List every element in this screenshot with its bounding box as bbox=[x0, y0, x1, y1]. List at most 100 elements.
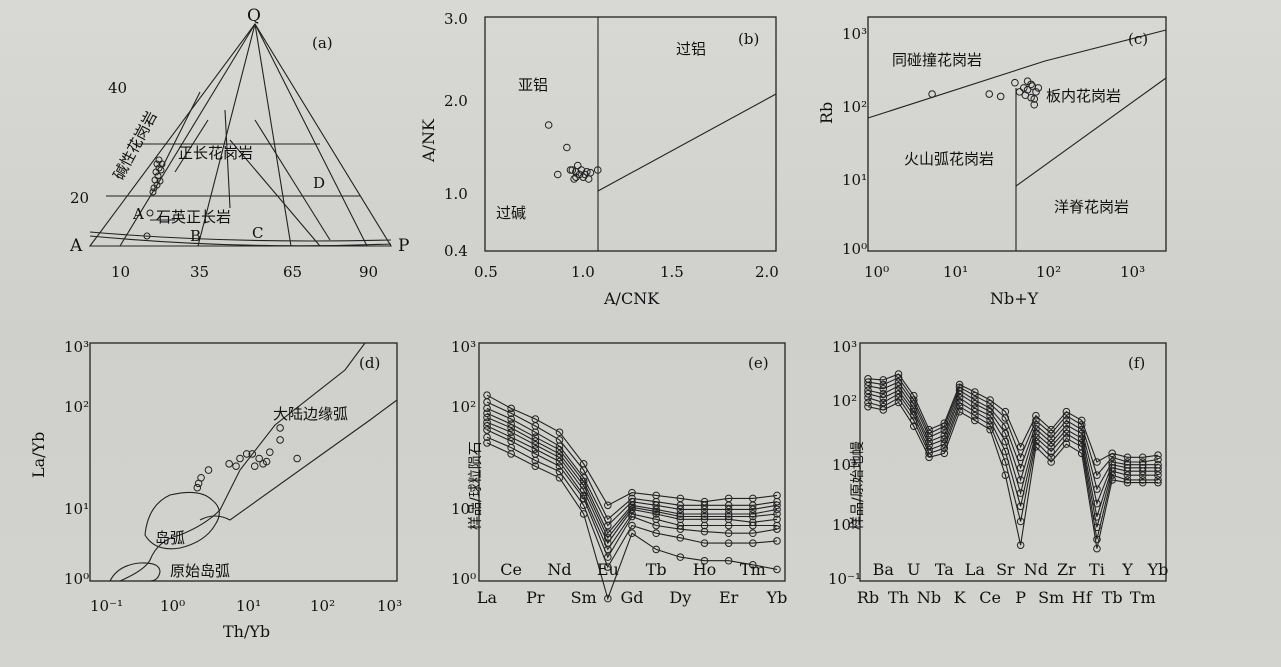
panel-e-series-point bbox=[483, 413, 491, 422]
panel-f-series-point bbox=[1123, 476, 1132, 484]
panel-a-tick-90: 90 bbox=[359, 263, 378, 281]
panel-e-x-label: Tm bbox=[740, 560, 766, 579]
panel-e-series-point bbox=[531, 456, 540, 465]
panel-f-frame bbox=[859, 342, 1167, 582]
panel-a-tick-65: 65 bbox=[283, 263, 302, 281]
panel-d-frame bbox=[89, 342, 398, 582]
panel-e-series-point bbox=[483, 409, 491, 418]
panel-b-ytick-2: 2.0 bbox=[444, 92, 468, 110]
panel-f-series-point bbox=[925, 453, 933, 462]
panel-e-series-line bbox=[486, 436, 778, 569]
panel-f-series-point bbox=[1016, 541, 1025, 549]
panel-f-x-label: Nd bbox=[1024, 560, 1048, 579]
panel-e-series-line bbox=[486, 425, 777, 551]
panel-f-series-point bbox=[1123, 453, 1132, 462]
panel-d-ylabel: La/Yb bbox=[29, 432, 48, 478]
panel-e-series-point bbox=[483, 433, 491, 441]
panel-f-series-point bbox=[1062, 407, 1071, 416]
panel-f-x-label: Tb bbox=[1102, 588, 1123, 607]
panel-f-series-point bbox=[879, 390, 888, 398]
panel-a-label: (a) bbox=[312, 34, 333, 52]
panel-f-series-point bbox=[1062, 425, 1071, 434]
panel-a-tick-40: 40 bbox=[108, 79, 127, 97]
panel-f-series-point bbox=[1138, 476, 1147, 484]
panel-e-series-point bbox=[483, 398, 491, 406]
panel-f-series-point bbox=[986, 416, 994, 425]
panel-d-point bbox=[262, 457, 271, 466]
panel-b-xtick-20: 2.0 bbox=[755, 263, 779, 281]
panel-d-point bbox=[242, 450, 251, 458]
panel-e-series-point bbox=[531, 433, 540, 441]
panel-c-point bbox=[985, 90, 994, 98]
panel-e-series-point bbox=[724, 521, 733, 530]
panel-c-xtick-3: 10³ bbox=[1120, 263, 1145, 281]
panel-e-x-label: Gd bbox=[620, 588, 643, 607]
panel-f-x-label: Zr bbox=[1057, 560, 1076, 579]
panel-f-series-point bbox=[1138, 453, 1147, 462]
panel-f-series-point bbox=[1108, 471, 1117, 480]
panel-f-series-point bbox=[1001, 447, 1010, 456]
panel-f-series-point bbox=[1093, 499, 1101, 508]
panel-f-series-point bbox=[1001, 471, 1010, 480]
panel-f-series-point bbox=[1123, 471, 1132, 480]
panel-f-x-label: Y bbox=[1121, 560, 1133, 579]
panel-a-point bbox=[149, 188, 157, 196]
panel-f-series-point bbox=[894, 393, 903, 402]
panel-f-series-point bbox=[864, 398, 872, 407]
panel-f-series-point bbox=[1062, 411, 1071, 420]
panel-f-series-point bbox=[894, 398, 903, 407]
panel-e-series-point bbox=[700, 510, 709, 518]
panel-e-series-point bbox=[628, 505, 636, 514]
panel-f-series-point bbox=[1077, 416, 1086, 425]
panel-f-series-point bbox=[1154, 451, 1162, 460]
panel-e-series-point bbox=[652, 545, 660, 554]
panel-d-xlabel: Th/Yb bbox=[223, 622, 270, 641]
panel-b-points bbox=[544, 121, 602, 183]
panel-a-field-quartz-syenite: 石英正长岩 bbox=[156, 208, 231, 226]
panel-a-tick-20: 20 bbox=[70, 189, 89, 207]
panel-e-series-point bbox=[652, 510, 660, 518]
panel-f: (f) 10³ 10² 10¹ 10⁰ 10⁻¹ 样品/原始地幔 Rb Ba Th U… bbox=[828, 338, 1168, 607]
panel-f-x-labels: Rb Ba Th U Nb TaK La Ce SrP Nd Sm Zr Hf Ti Tb Y Tm Yb bbox=[857, 560, 1169, 607]
panel-f-series-point bbox=[986, 425, 994, 434]
panel-f-ytick-1: 10¹ bbox=[832, 456, 857, 474]
panel-f-series-point bbox=[1077, 421, 1086, 429]
panel-d-point bbox=[204, 466, 213, 474]
panel-e-series-point bbox=[749, 505, 757, 514]
panel-c-point bbox=[1011, 78, 1019, 87]
panel-f-series-point bbox=[1001, 414, 1010, 422]
panel-f-series-point bbox=[1016, 443, 1025, 451]
panel-f-series-point bbox=[1077, 425, 1086, 434]
panel-d-field-primitive-arc-label: 原始岛弧 bbox=[170, 562, 230, 580]
panel-d-xtick-1: 10¹ bbox=[236, 597, 261, 615]
panel-b-frame bbox=[484, 16, 777, 252]
panel-e-series-point bbox=[724, 510, 733, 518]
panel-f-series bbox=[864, 370, 1162, 553]
panel-f-series-point bbox=[1047, 443, 1055, 451]
panel-f-ylabel: 样品/原始地幔 bbox=[850, 441, 866, 530]
panel-e-series-point bbox=[749, 561, 757, 569]
panel-f-series-point bbox=[1062, 416, 1071, 425]
panel-f-series-point bbox=[864, 378, 872, 386]
panel-d-xtick-m1: 10⁻¹ bbox=[90, 597, 123, 615]
panel-d-ytick-3: 10³ bbox=[64, 338, 89, 356]
panel-a-tick-10: 10 bbox=[111, 263, 130, 281]
panel-f-series-point bbox=[1108, 467, 1117, 476]
panel-f-ytick-m1: 10⁻¹ bbox=[828, 570, 861, 588]
panel-e-series-point bbox=[555, 446, 564, 454]
panel-f-series-point bbox=[879, 398, 888, 407]
panel-f-series-point bbox=[1077, 439, 1086, 447]
panel-f-series-line bbox=[867, 385, 1158, 506]
panel-f-series-point bbox=[1138, 467, 1147, 476]
panel-e-series-point bbox=[507, 428, 515, 437]
panel-b-label: (b) bbox=[738, 30, 759, 48]
panel-d-xtick-3: 10³ bbox=[377, 597, 402, 615]
panel-e-series-point bbox=[676, 501, 685, 510]
panel-e-series-point bbox=[531, 441, 540, 449]
panel-f-ytick-2: 10² bbox=[832, 392, 857, 410]
panel-e-series-point bbox=[507, 433, 515, 441]
panel-b-point bbox=[563, 143, 571, 152]
panel-f-series-point bbox=[971, 416, 979, 425]
panel-d-field-island-arc-label: 岛弧 bbox=[155, 529, 185, 547]
panel-d-point bbox=[232, 462, 240, 470]
